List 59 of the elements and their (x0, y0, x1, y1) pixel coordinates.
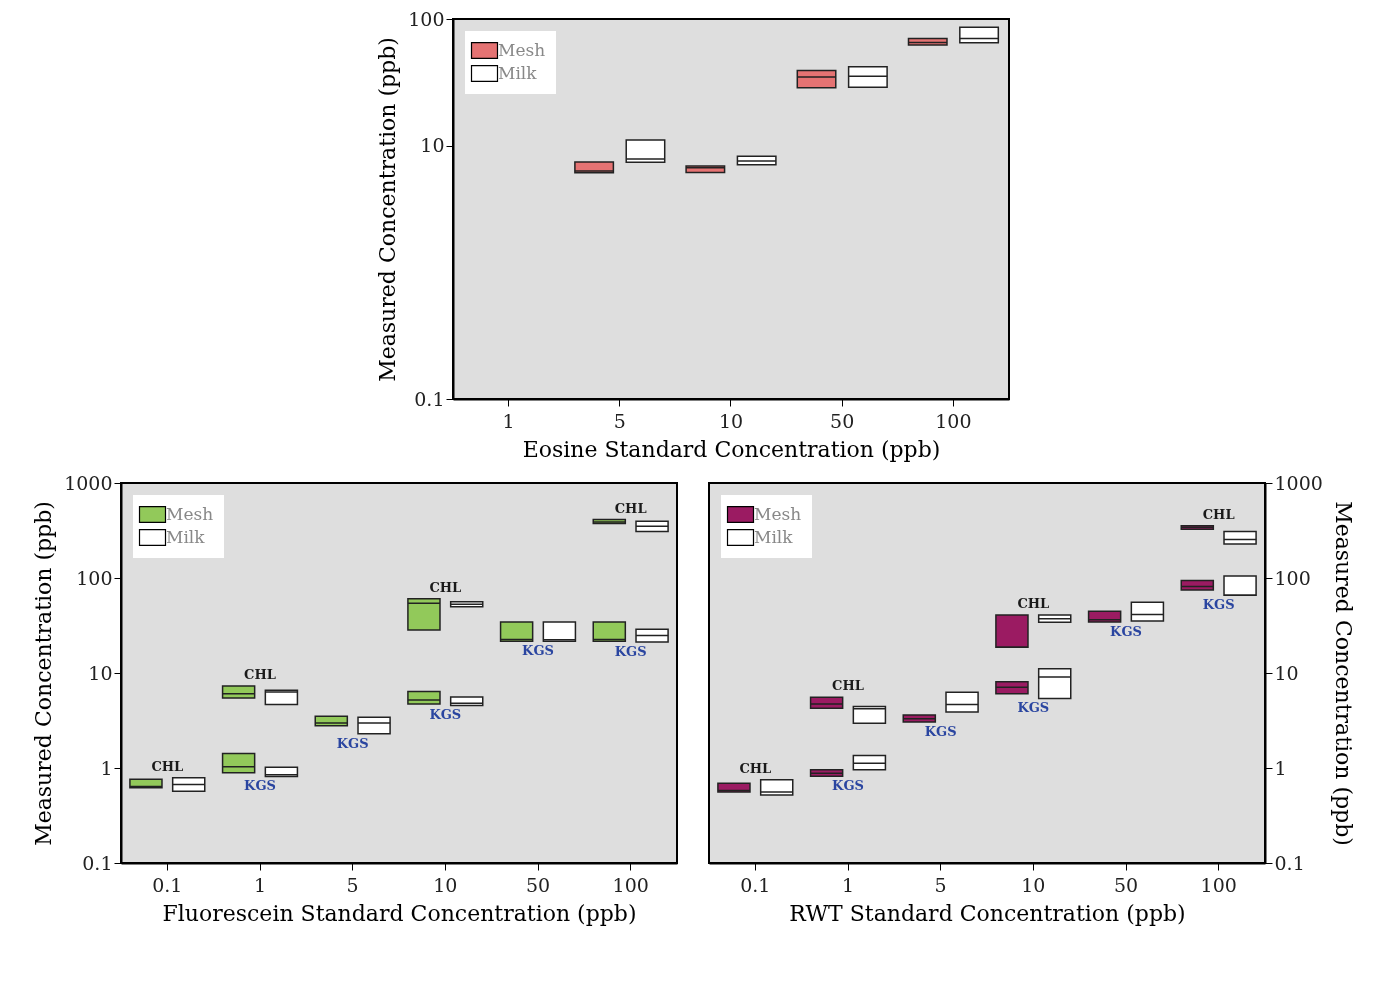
text: KGS (336, 735, 369, 751)
text: CHL (1016, 595, 1049, 611)
y-tick-label: 0.1 (81, 851, 112, 874)
x-tick-label: 50 (830, 409, 855, 432)
x-axis-title: RWT Standard Concentration (ppb) (788, 900, 1186, 926)
y2-tick-label: 10 (1274, 661, 1299, 684)
legend-label: Milk (753, 526, 793, 547)
x-tick-label: 50 (1113, 873, 1138, 896)
legend-label: Milk (498, 62, 538, 83)
y-tick-label: 100 (408, 7, 445, 30)
x-tick-label: 1 (502, 409, 515, 432)
x-tick-label: 1 (253, 873, 266, 896)
y-tick-label: 0.1 (414, 387, 445, 410)
text: KGS (1202, 597, 1235, 613)
legend-label: Mesh (165, 503, 213, 524)
x-axis-title: Eosine Standard Concentration (ppb) (522, 436, 941, 462)
legend-label: Milk (165, 526, 205, 547)
legend-label: Mesh (498, 39, 546, 60)
x-tick-label: 100 (935, 409, 972, 432)
x-tick-label: 100 (612, 873, 649, 896)
x-tick-label: 100 (1200, 873, 1237, 896)
text: CHL (428, 579, 461, 595)
x-tick-label: 0.1 (739, 873, 770, 896)
x-axis-title: Fluorescein Standard Concentration (ppb) (162, 900, 636, 926)
y-tick-label: 10 (420, 134, 445, 157)
x-tick-label: 1 (841, 873, 854, 896)
text: KGS (1016, 700, 1049, 716)
y-tick-label: 10 (87, 661, 112, 684)
text: CHL (831, 678, 864, 694)
y-axis-title: Measured Concentration (ppb) (30, 501, 56, 846)
text: CHL (243, 666, 276, 682)
text: CHL (614, 500, 647, 516)
x-tick-label: 5 (346, 873, 359, 896)
legend-label: Mesh (753, 503, 801, 524)
y-axis-title: Measured Concentration (ppb) (375, 37, 401, 382)
x-tick-label: 0.1 (151, 873, 182, 896)
text: KGS (924, 723, 957, 739)
text: CHL (1202, 506, 1235, 522)
y2-tick-label: 1 (1274, 756, 1287, 779)
x-tick-label: 10 (718, 409, 744, 432)
y2-tick-label: 0.1 (1274, 851, 1305, 874)
text: KGS (831, 778, 864, 794)
text: KGS (243, 778, 276, 794)
x-tick-label: 5 (613, 409, 626, 432)
y-tick-label: 1000 (63, 471, 112, 494)
y2-tick-label: 100 (1274, 566, 1311, 589)
text: KGS (521, 643, 554, 659)
text: KGS (428, 707, 461, 723)
y2-axis-title: Measured Concentration (ppb) (1330, 501, 1356, 846)
x-tick-label: 10 (1020, 873, 1045, 896)
text: KGS (1109, 624, 1142, 640)
y2-tick-label: 1000 (1274, 471, 1323, 494)
text: CHL (150, 758, 183, 774)
text: KGS (614, 644, 647, 659)
y-tick-label: 100 (75, 566, 112, 589)
text: CHL (738, 760, 771, 776)
x-tick-label: 5 (934, 873, 947, 896)
y-tick-label: 1 (99, 756, 112, 779)
x-tick-label: 50 (525, 873, 550, 896)
